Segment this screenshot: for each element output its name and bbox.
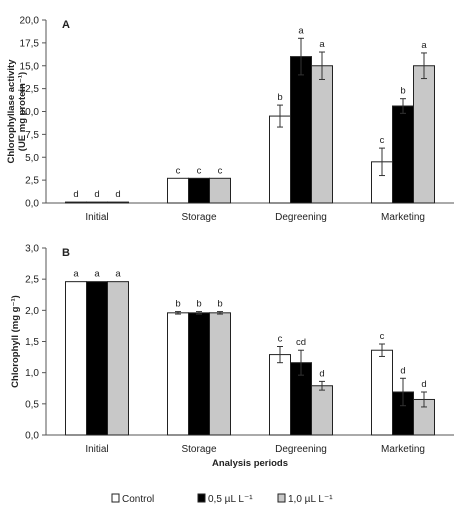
panel-letter: A xyxy=(62,19,70,31)
y-tick-label: 1,0 xyxy=(25,368,39,379)
x-tick-label: Initial xyxy=(85,212,108,223)
significance-letter: d xyxy=(400,365,405,376)
y-axis-title-line: Chlorophyllase activity xyxy=(6,59,17,164)
y-tick-label: 0,5 xyxy=(25,399,39,410)
significance-letter: c xyxy=(218,165,223,176)
x-tick-label: Marketing xyxy=(381,444,425,455)
x-tick-label: Marketing xyxy=(381,212,425,223)
bar xyxy=(167,312,189,436)
y-axis-title: Chlorophyll (mg g⁻¹) xyxy=(10,295,21,388)
legend-swatch xyxy=(277,493,286,503)
y-axis-title-line: Chlorophyll (mg g⁻¹) xyxy=(10,295,21,388)
y-tick-label: 2,5 xyxy=(25,176,39,187)
significance-letter: c xyxy=(380,135,385,146)
bar xyxy=(86,201,108,204)
significance-letter: b xyxy=(277,92,282,103)
y-tick-label: 3,0 xyxy=(25,244,39,255)
y-tick-label: 0,0 xyxy=(25,431,39,442)
bar xyxy=(290,56,312,204)
significance-letter: b xyxy=(175,299,180,310)
legend-label: 0,5 µL L⁻¹ xyxy=(208,494,253,505)
bar xyxy=(269,115,291,204)
bar xyxy=(167,177,189,204)
y-tick-label: 5,0 xyxy=(25,153,39,164)
significance-letter: a xyxy=(94,269,100,280)
bar xyxy=(371,349,393,436)
significance-letter: d xyxy=(115,189,120,200)
bar xyxy=(107,201,129,204)
legend-swatch xyxy=(111,493,120,503)
legend: Control 0,5 µL L⁻¹ 1,0 µL L⁻¹ xyxy=(111,493,333,505)
y-tick-label: 1,5 xyxy=(25,337,39,348)
y-tick-label: 12,5 xyxy=(20,84,40,95)
significance-letter: cd xyxy=(296,337,306,348)
bar xyxy=(413,65,435,204)
x-axis-title: Analysis periods xyxy=(212,458,288,469)
x-tick-label: Degreening xyxy=(275,444,327,455)
significance-letter: a xyxy=(298,25,304,36)
x-tick-label: Initial xyxy=(85,444,108,455)
panel-b: 0,0 0,5 1,0 1,5 2,0 2,5 3,0 Chlorophyll (mg g⁻¹… xyxy=(10,244,454,469)
bar xyxy=(188,177,210,204)
y-tick-label: 2,5 xyxy=(25,275,39,286)
y-tick-label: 7,5 xyxy=(25,130,39,141)
y-axis-title-line: (UE mg protein⁻¹) xyxy=(17,72,28,151)
significance-letter: a xyxy=(319,39,325,50)
y-tick-label: 15,0 xyxy=(20,61,40,72)
bar xyxy=(269,354,291,436)
x-tick-label: Storage xyxy=(181,212,216,223)
bar xyxy=(188,312,210,436)
legend-label: 1,0 µL L⁻¹ xyxy=(288,494,333,505)
significance-letter: b xyxy=(196,299,201,310)
y-tick-label: 2,0 xyxy=(25,306,39,317)
significance-letter: a xyxy=(115,269,121,280)
x-tick-label: Degreening xyxy=(275,212,327,223)
bar xyxy=(392,105,414,204)
significance-letter: b xyxy=(400,86,405,97)
y-tick-label: 10,0 xyxy=(20,107,40,118)
y-tick-label: 17,5 xyxy=(20,38,40,49)
significance-letter: a xyxy=(73,269,79,280)
y-tick-label: 20,0 xyxy=(20,16,40,27)
significance-letter: d xyxy=(94,189,99,200)
significance-letter: c xyxy=(278,333,283,344)
panel-letter: B xyxy=(62,247,70,259)
bar xyxy=(311,385,333,436)
bar xyxy=(107,281,129,436)
significance-letter: c xyxy=(176,165,181,176)
bar xyxy=(65,201,87,204)
y-tick-label: 0,0 xyxy=(25,199,39,210)
legend-swatch xyxy=(197,493,206,503)
significance-letter: b xyxy=(217,299,222,310)
significance-letter: c xyxy=(380,331,385,342)
legend-label: Control xyxy=(122,494,154,505)
y-axis-title: Chlorophyllase activity(UE mg protein⁻¹) xyxy=(6,59,28,164)
panel-a: 0,0 2,5 5,0 7,5 10,0 12,5 15,0 17,5 20,0 Chloroph… xyxy=(6,16,454,223)
significance-letter: c xyxy=(197,165,202,176)
significance-letter: a xyxy=(421,40,427,51)
bar xyxy=(209,177,231,204)
significance-letter: d xyxy=(421,379,426,390)
x-tick-label: Storage xyxy=(181,444,216,455)
bar xyxy=(86,281,108,436)
bar xyxy=(65,281,87,436)
significance-letter: d xyxy=(319,368,324,379)
significance-letter: d xyxy=(73,189,78,200)
bar xyxy=(209,312,231,436)
bar xyxy=(311,65,333,204)
